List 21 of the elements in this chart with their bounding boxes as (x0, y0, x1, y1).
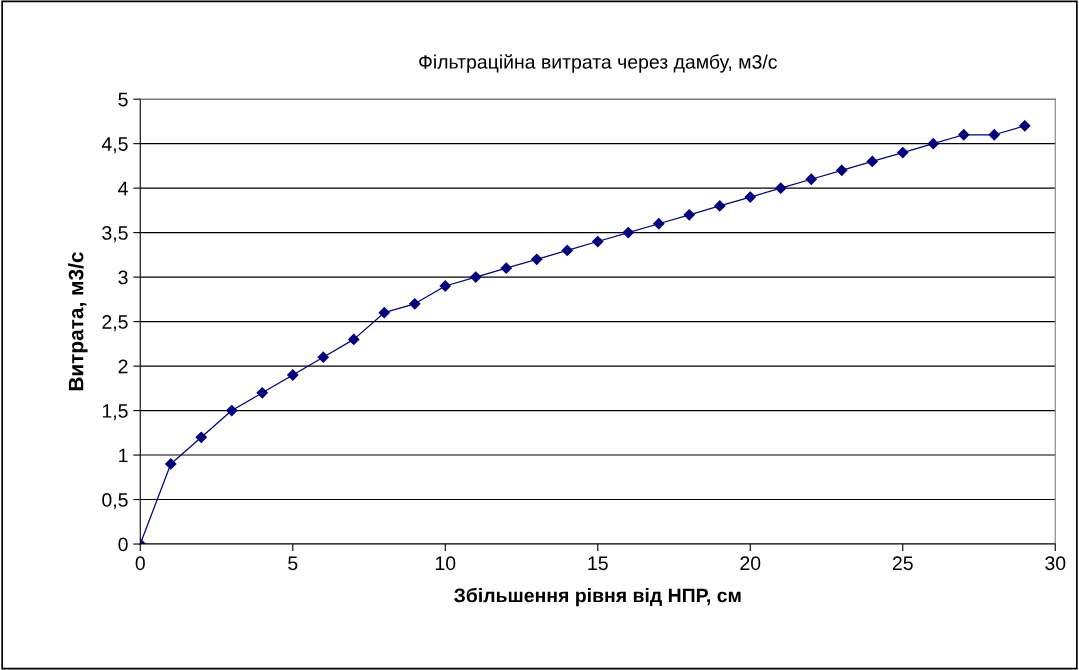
y-tick-label: 3,5 (102, 226, 128, 243)
x-tick-label: 10 (435, 556, 456, 571)
x-tick-label: 20 (740, 556, 761, 571)
y-tick-label: 4 (118, 181, 128, 196)
y-tick-label: 4,5 (101, 137, 128, 154)
y-tick-label: 3 (118, 270, 128, 285)
y-tick-label: 5 (118, 92, 128, 107)
y-tick-label: 0,5 (102, 493, 128, 510)
x-axis-title: Збільшення рівня від НПР, см (454, 587, 741, 607)
y-tick-label: 1 (119, 448, 128, 463)
chart-title: Фільтраційна витрата через дамбу, м3/с (419, 54, 777, 73)
x-tick-label: 30 (1045, 556, 1066, 571)
y-tick-label: 1,5 (102, 404, 128, 421)
x-tick-label: 15 (588, 556, 608, 571)
x-tick-label: 5 (288, 556, 298, 571)
x-tick-label: 25 (892, 556, 913, 571)
y-tick-label: 2 (118, 359, 128, 374)
y-tick-label: 0 (118, 537, 128, 552)
x-tick-label: 0 (135, 556, 145, 571)
y-axis-title: Витрата, м3/с (68, 252, 88, 391)
y-tick-label: 2,5 (102, 315, 128, 332)
